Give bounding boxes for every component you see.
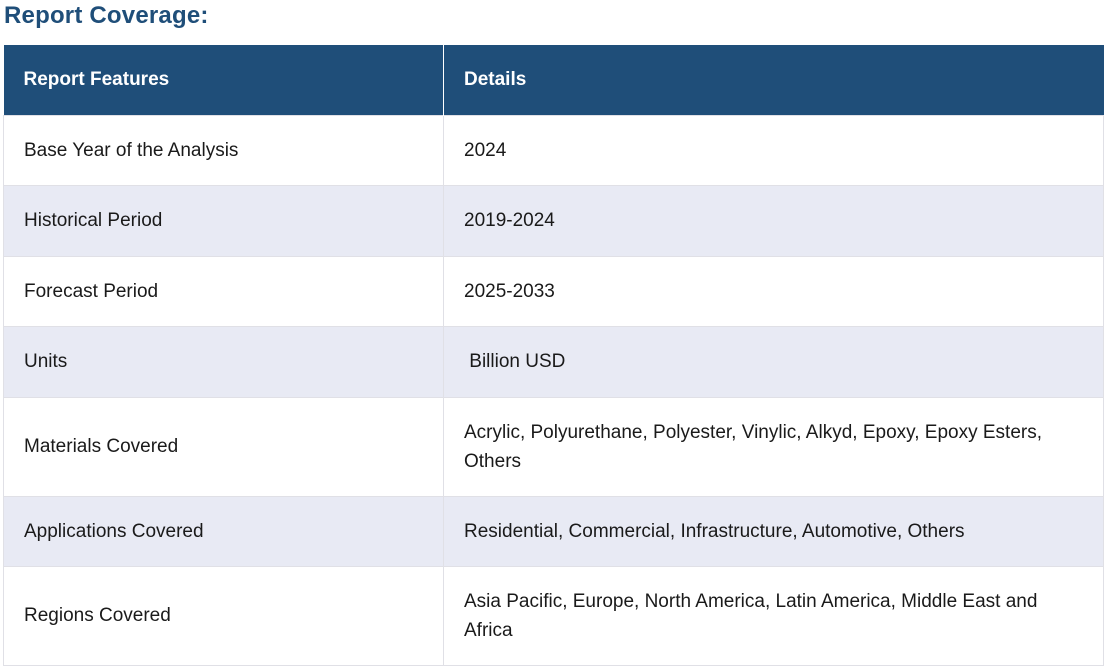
table-row: Historical Period 2019-2024 <box>3 184 1104 257</box>
table-row: Base Year of the Analysis 2024 <box>3 114 1104 186</box>
details-cell: 2025-2033 <box>443 255 1104 327</box>
section-heading: Report Coverage: <box>4 2 209 29</box>
table-row: Applications Covered Residential, Commer… <box>3 495 1104 567</box>
feature-cell: Historical Period <box>3 184 444 257</box>
feature-cell: Base Year of the Analysis <box>3 114 444 186</box>
feature-cell: Materials Covered <box>3 396 444 497</box>
table-row: Regions Covered Asia Pacific, Europe, No… <box>3 565 1104 666</box>
details-cell: Billion USD <box>443 325 1104 398</box>
details-cell: 2019-2024 <box>443 184 1104 257</box>
table-row: Forecast Period 2025-2033 <box>3 255 1104 327</box>
details-cell: Asia Pacific, Europe, North America, Lat… <box>443 565 1104 666</box>
table-row: Materials Covered Acrylic, Polyurethane,… <box>3 396 1104 497</box>
feature-cell: Applications Covered <box>3 495 444 567</box>
feature-cell: Units <box>3 325 444 398</box>
details-cell: Residential, Commercial, Infrastructure,… <box>443 495 1104 567</box>
feature-cell: Forecast Period <box>3 255 444 327</box>
details-cell: Acrylic, Polyurethane, Polyester, Vinyli… <box>443 396 1104 497</box>
column-header-details: Details <box>443 45 1104 115</box>
table-header-row: Report Features Details <box>3 45 1104 115</box>
report-coverage-table: Report Features Details Base Year of the… <box>3 45 1104 666</box>
table-row: Units Billion USD <box>3 325 1104 398</box>
column-header-features: Report Features <box>3 45 444 115</box>
feature-cell: Regions Covered <box>3 565 444 666</box>
details-cell: 2024 <box>443 114 1104 186</box>
